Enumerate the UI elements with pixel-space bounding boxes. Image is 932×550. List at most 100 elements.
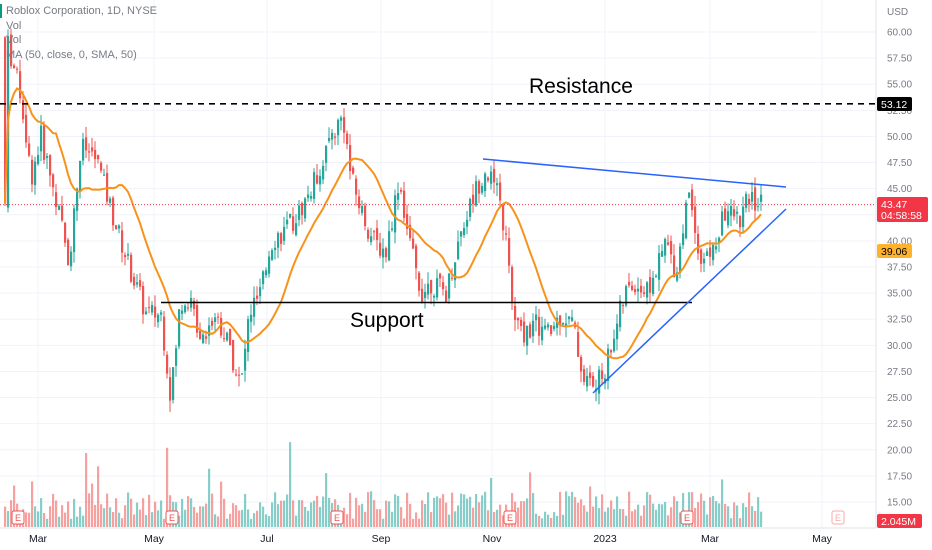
- candle-body: [685, 202, 688, 239]
- candle-body: [628, 281, 631, 286]
- candle-body: [316, 175, 319, 184]
- candle-body: [412, 238, 415, 249]
- candle-body: [463, 227, 466, 236]
- candle-body: [505, 233, 508, 235]
- volume-bar: [25, 512, 28, 527]
- volume-bar: [184, 509, 187, 527]
- candle-body: [109, 198, 112, 203]
- candle-body: [121, 230, 124, 253]
- volume-bar: [166, 447, 169, 527]
- volume-bar: [316, 495, 319, 527]
- volume-bar: [34, 506, 37, 527]
- volume-bar: [181, 498, 184, 527]
- future-earnings-marker[interactable]: E: [831, 510, 845, 525]
- candle-body: [640, 285, 643, 293]
- candle-body: [403, 190, 406, 218]
- candle-body: [655, 275, 658, 277]
- volume-bar: [442, 494, 445, 527]
- volume-bar: [13, 485, 16, 527]
- volume-bar: [187, 496, 190, 527]
- volume-indicator-label[interactable]: Vol: [6, 19, 22, 32]
- candle-body: [139, 280, 142, 287]
- candle-body: [475, 181, 478, 206]
- candle-body: [427, 283, 430, 295]
- volume-bar: [385, 500, 388, 527]
- volume-bar: [670, 507, 673, 527]
- candle-body: [172, 367, 175, 400]
- volume-bar: [481, 495, 484, 527]
- volume-bar: [394, 494, 397, 527]
- volume-bar: [163, 518, 166, 527]
- lower-trendline[interactable]: [592, 208, 787, 394]
- volume-bar: [103, 508, 106, 527]
- volume-bar: [550, 517, 553, 527]
- volume-bar: [91, 483, 94, 527]
- candle-body: [340, 117, 343, 121]
- candle-body: [508, 238, 511, 266]
- volume-bar: [496, 509, 499, 527]
- candle-body: [343, 117, 346, 133]
- volume-bar: [466, 498, 469, 527]
- volume-bar: [202, 506, 205, 527]
- resistance-label: Resistance: [529, 75, 633, 98]
- volume-indicator-label-2[interactable]: Vol: [6, 34, 22, 46]
- volume-bar: [448, 514, 451, 527]
- candle-body: [523, 321, 526, 343]
- volume-bar: [544, 511, 547, 527]
- candle-body: [679, 246, 682, 273]
- candle-body: [421, 288, 424, 304]
- candle-body: [97, 155, 100, 160]
- volume-bar: [268, 516, 271, 527]
- candle-body: [757, 206, 760, 208]
- volume-bar: [238, 510, 241, 527]
- volume-bar: [475, 493, 478, 527]
- candle-body: [91, 147, 94, 152]
- candle-body: [406, 214, 409, 229]
- candle-body: [142, 285, 145, 315]
- volume-bar: [100, 504, 103, 527]
- volume-bar: [124, 505, 127, 527]
- y-tick-label: 55.00: [887, 80, 912, 91]
- volume-bar: [694, 507, 697, 527]
- candle-body: [418, 272, 421, 291]
- candle-body: [277, 232, 280, 248]
- y-tick-label: 15.00: [887, 498, 912, 509]
- candle-body: [49, 155, 52, 176]
- candle-body: [151, 305, 154, 313]
- price-scale[interactable]: 60.0057.5055.0052.5050.0047.5045.0042.50…: [875, 0, 928, 528]
- volume-bar: [244, 493, 247, 527]
- volume-bar: [313, 500, 316, 527]
- candle-body: [166, 354, 169, 374]
- candle-body: [409, 224, 412, 239]
- volume-bar: [535, 513, 538, 527]
- x-tick-label: Mar: [29, 533, 48, 545]
- candle-body: [448, 273, 451, 299]
- volume-bar: [757, 497, 760, 527]
- volume-bar: [400, 507, 403, 527]
- svg-text:E: E: [15, 513, 21, 523]
- earnings-marker[interactable]: E: [11, 510, 25, 525]
- volume-bar: [604, 511, 607, 527]
- candle-body: [676, 272, 679, 281]
- volume-bar: [223, 498, 226, 527]
- candle-body: [487, 177, 490, 181]
- candle-body: [115, 225, 118, 230]
- candle-body: [718, 237, 721, 244]
- candle-body: [202, 334, 205, 344]
- candle-body: [451, 277, 454, 279]
- earnings-marker[interactable]: E: [503, 510, 517, 525]
- moving-average-legend[interactable]: MA (50, close, 0, SMA, 50): [6, 48, 137, 61]
- y-tick-label: 45.00: [887, 184, 912, 195]
- candle-body: [328, 137, 331, 142]
- earnings-marker[interactable]: E: [165, 510, 179, 525]
- candle-body: [157, 314, 160, 323]
- candle-body: [28, 143, 31, 156]
- volume-bar: [193, 506, 196, 527]
- earnings-marker[interactable]: E: [680, 510, 694, 525]
- symbol-title[interactable]: Roblox Corporation, 1D, NYSE: [6, 5, 158, 17]
- earnings-marker[interactable]: E: [330, 510, 344, 525]
- volume-bar: [70, 518, 73, 527]
- time-scale[interactable]: Mar May Jul Sep Nov 2023 Mar May: [0, 527, 876, 545]
- upper-trendline[interactable]: [482, 158, 787, 188]
